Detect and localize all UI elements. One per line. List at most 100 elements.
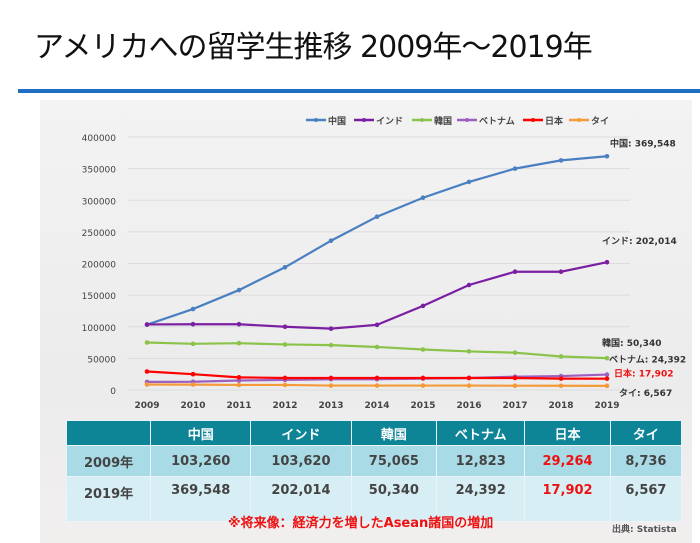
- data-point: [466, 179, 472, 185]
- data-point: [236, 378, 242, 383]
- data-point: [604, 383, 610, 389]
- x-tick-label: 2012: [272, 401, 297, 411]
- data-point: [466, 282, 472, 288]
- data-point: [512, 269, 518, 275]
- header-cell: 韓国: [350, 420, 438, 446]
- legend-label: 中国: [328, 115, 346, 127]
- table-cell: 12,823: [436, 445, 526, 477]
- data-point: [420, 303, 426, 309]
- data-point: [144, 382, 150, 387]
- y-tick-label: 50000: [87, 355, 116, 365]
- y-tick-label: 250000: [82, 229, 117, 239]
- data-point: [282, 342, 288, 347]
- header-cell: [65, 420, 152, 446]
- data-point: [282, 324, 288, 330]
- legend-label: 日本: [545, 115, 564, 127]
- x-tick-label: 2010: [180, 401, 205, 411]
- end-value-label: インド: 202,014: [602, 236, 677, 247]
- y-tick-label: 200000: [82, 261, 117, 271]
- x-tick-label: 2017: [502, 401, 527, 411]
- end-value-label: タイ: 6,567: [619, 387, 672, 399]
- table-header-row: 中国 インド 韓国 ベトナム 日本 タイ: [65, 420, 683, 446]
- data-point: [420, 383, 426, 388]
- data-point: [236, 287, 242, 293]
- data-point: [558, 376, 564, 381]
- y-tick-label: 100000: [82, 324, 117, 334]
- x-tick-label: 2011: [226, 401, 251, 411]
- data-point: [328, 375, 334, 381]
- data-point: [144, 369, 150, 374]
- data-point: [558, 158, 564, 163]
- data-point: [190, 306, 196, 312]
- data-point: [328, 383, 334, 388]
- table-cell: 103,260: [150, 445, 252, 477]
- data-point: [558, 354, 564, 359]
- x-tick-label: 2015: [410, 401, 435, 411]
- table-cell: 29,264: [524, 445, 611, 477]
- table-cell: 202,014: [250, 476, 352, 522]
- data-point: [604, 153, 610, 159]
- line-chart: 0 50000 100000 150000 200000 250000 300000 3500…: [82, 115, 687, 411]
- header-cell: タイ: [609, 420, 683, 446]
- legend-marker: [420, 118, 424, 122]
- data-point: [190, 341, 196, 347]
- data-point: [558, 383, 564, 389]
- table-cell: 2009年: [65, 445, 152, 477]
- header-cell: 日本: [524, 420, 611, 446]
- data-point: [374, 214, 380, 219]
- legend-marker: [577, 118, 581, 122]
- y-tick-label: 0: [110, 387, 116, 397]
- y-tick-label: 350000: [82, 166, 117, 176]
- table-cell: 369,548: [150, 476, 252, 522]
- table-cell: 103,620: [250, 445, 352, 477]
- data-point: [466, 349, 472, 354]
- table-cell: 6,567: [609, 476, 683, 522]
- y-tick-label: 150000: [82, 292, 117, 302]
- table-row: 2019年 369,548 202,014 50,340 24,392 17,9…: [65, 476, 683, 522]
- data-point: [512, 375, 518, 381]
- data-point: [328, 342, 334, 348]
- data-point: [374, 344, 380, 350]
- y-tick-label: 300000: [82, 197, 117, 207]
- x-tick-label: 2013: [318, 401, 343, 411]
- data-point: [604, 372, 610, 377]
- data-point: [236, 375, 242, 380]
- data-point: [374, 375, 380, 381]
- data-point: [190, 371, 196, 377]
- end-value-label: ベトナム: 24,392: [609, 355, 686, 366]
- data-point: [236, 382, 242, 388]
- data-point: [374, 322, 380, 328]
- data-point: [282, 375, 288, 381]
- table-cell: 24,392: [436, 476, 526, 522]
- legend-marker: [362, 118, 366, 122]
- table-cell: 17,902: [524, 476, 611, 522]
- series-line-中国: [146, 155, 608, 326]
- data-point: [374, 383, 380, 388]
- header-cell: ベトナム: [436, 420, 526, 446]
- legend-label: ベトナム: [479, 116, 515, 127]
- data-point: [512, 350, 518, 355]
- title-divider: [18, 89, 700, 93]
- legend-marker: [314, 118, 318, 122]
- legend-marker: [531, 118, 535, 122]
- data-point: [144, 340, 150, 345]
- x-tick-label: 2014: [364, 401, 389, 411]
- y-tick-label: 400000: [82, 134, 117, 144]
- data-point: [144, 322, 150, 327]
- legend-label: 韓国: [434, 115, 452, 127]
- end-value-label: 中国: 369,548: [610, 137, 676, 149]
- legend-label: インド: [376, 116, 403, 127]
- x-tick-label: 2019: [594, 401, 619, 411]
- data-point: [604, 259, 610, 265]
- header-cell: インド: [250, 420, 352, 446]
- data-point: [512, 166, 518, 171]
- data-point: [604, 376, 610, 381]
- data-point: [466, 383, 472, 388]
- data-point: [420, 375, 426, 381]
- data-point: [190, 382, 196, 387]
- legend-label: タイ: [591, 115, 609, 127]
- data-point: [420, 347, 426, 352]
- x-tick-label: 2018: [548, 401, 573, 411]
- data-table: 中国 インド 韓国 ベトナム 日本 タイ 2009年 103,260 103,6…: [65, 420, 683, 522]
- data-point: [512, 383, 518, 388]
